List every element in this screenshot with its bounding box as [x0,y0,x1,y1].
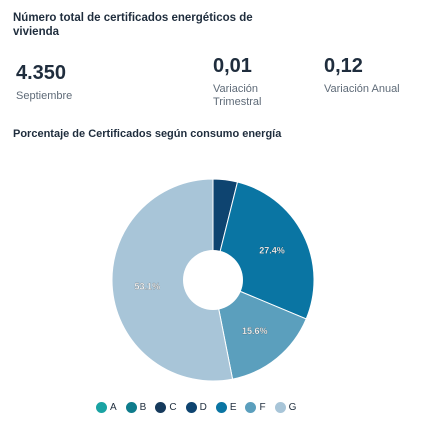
legend-label: F [259,402,266,413]
chart-legend: A B C D E F G [96,402,296,413]
legend-dot-icon [274,402,286,413]
chart-title: Porcentaje de Certificados según consumo… [13,128,282,140]
stat-quarterly-value: 0,01 [213,55,252,77]
legend-dot-icon [96,402,107,413]
legend-dot-icon [155,402,167,413]
legend-item-F[interactable]: F [245,402,266,413]
legend-label: D [199,402,207,413]
legend-item-G[interactable]: G [274,402,297,413]
legend-dot-icon [185,402,197,413]
legend-item-E[interactable]: E [215,402,237,413]
stat-total-label: Septiembre [16,90,73,102]
card-title: Número total de certificados energéticos… [13,12,253,38]
stat-total: 4.350 Septiembre [16,62,72,103]
data-label-G: 53.1% [135,281,161,291]
pie-slice-F[interactable] [212,279,307,380]
legend-item-A[interactable]: A [96,402,117,413]
legend-label: A [110,402,117,413]
legend-label: E [229,402,237,413]
legend-dot-icon [245,402,257,413]
legend-item-B[interactable]: B [125,402,147,413]
stat-annual-value: 0,12 [324,55,363,77]
stat-annual-label: Variación Anual [324,83,400,95]
pie-slice-G[interactable] [111,178,234,382]
stat-annual: 0,12 Variación Anual [324,55,414,96]
legend-label: B [139,402,147,413]
stat-total-value: 4.350 [16,62,67,84]
stat-quarterly: 0,01 Variación Trimestral [213,55,303,109]
legend-dot-icon [215,402,227,413]
donut-hole [183,250,243,310]
legend-item-C[interactable]: C [155,402,177,413]
legend-label: G [288,402,297,413]
data-label-E: 27.4% [259,245,285,255]
data-label-F: 15.6% [242,326,268,336]
stat-quarterly-label: Variación Trimestral [213,83,262,108]
legend-dot-icon [125,402,137,413]
legend-item-D[interactable]: D [185,402,207,413]
legend-label: C [169,402,177,413]
